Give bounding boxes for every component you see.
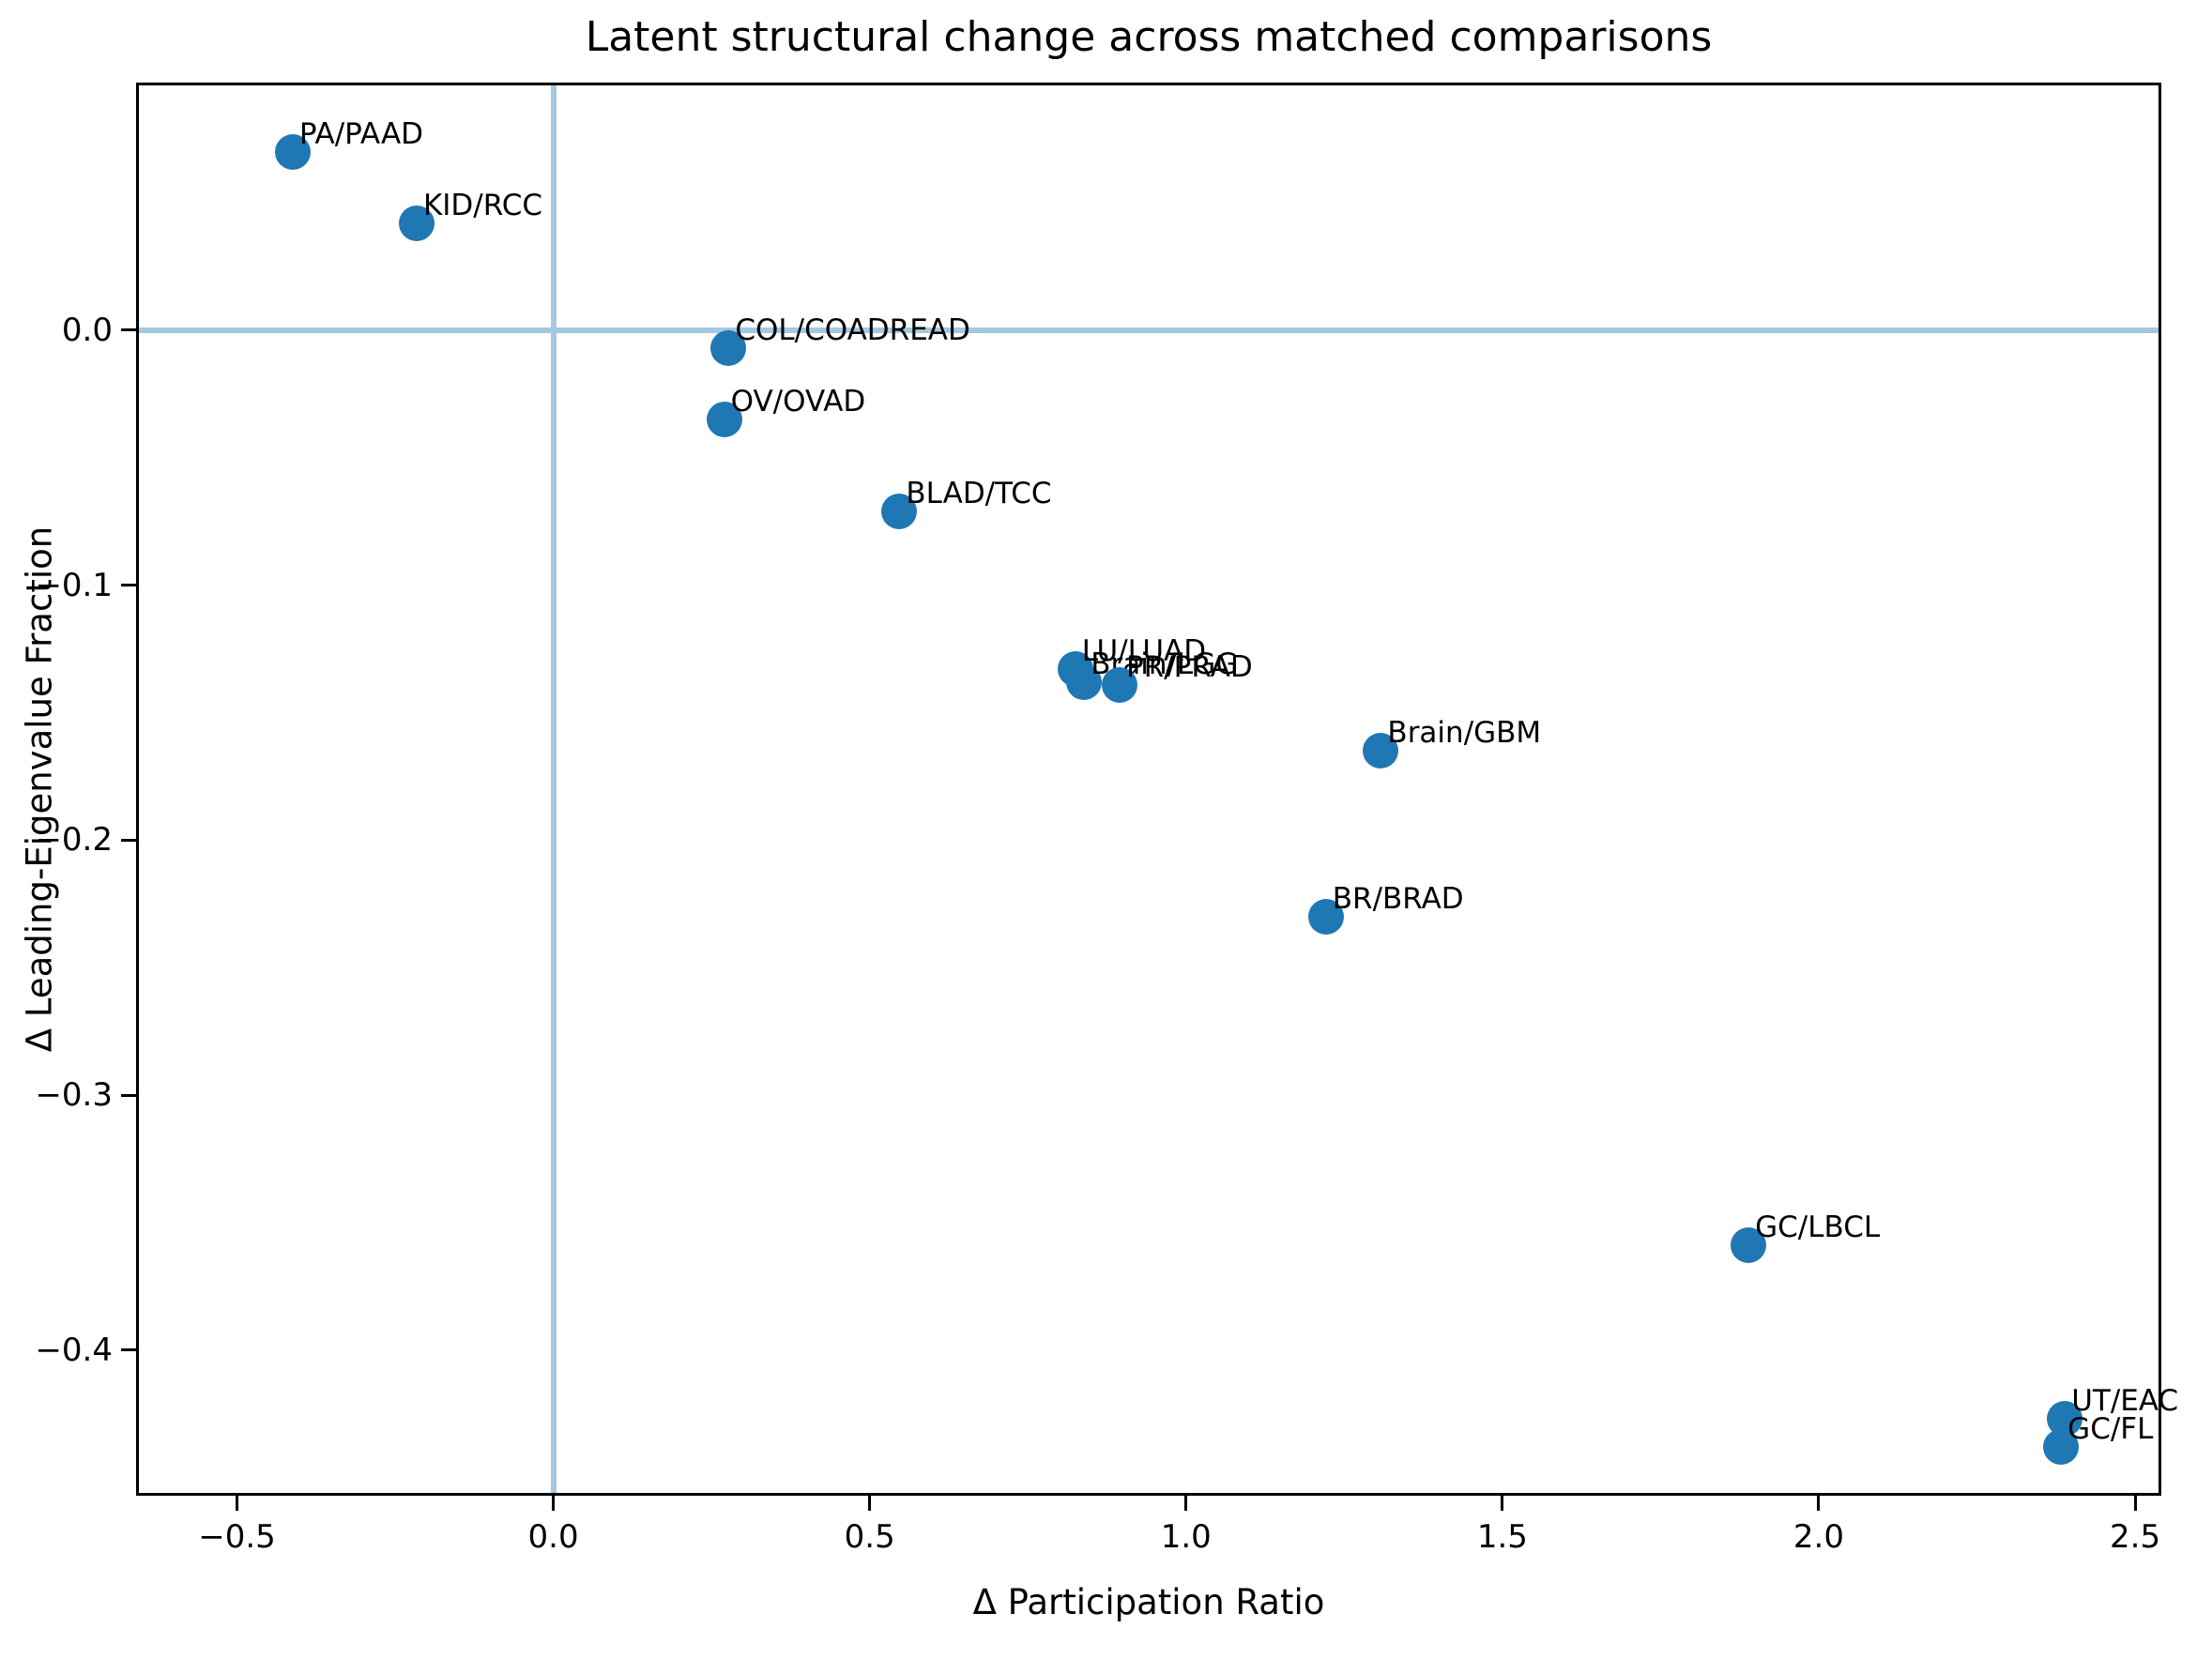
- data-point: [881, 493, 918, 529]
- y-tick-label: −0.1: [35, 566, 113, 604]
- x-tick-mark: [235, 1496, 238, 1511]
- x-tick-label: 1.0: [1160, 1518, 1212, 1556]
- data-point: [1066, 663, 1103, 700]
- y-tick-mark: [121, 328, 136, 332]
- chart-title: Latent structural change across matched …: [585, 13, 1713, 61]
- y-tick-mark: [121, 584, 136, 587]
- data-point-label: Brain/GBM: [1387, 716, 1542, 751]
- x-tick-label: 0.5: [844, 1518, 895, 1556]
- x-axis-label: Δ Participation Ratio: [972, 1582, 1325, 1622]
- y-tick-label: −0.4: [35, 1331, 113, 1369]
- x-tick-label: 1.5: [1476, 1518, 1528, 1556]
- x-tick-label: −0.5: [198, 1518, 276, 1556]
- data-point: [710, 329, 747, 366]
- x-tick-label: 0.0: [527, 1518, 579, 1556]
- data-point: [1731, 1227, 1767, 1264]
- data-point-label: UT/EAC: [2071, 1384, 2179, 1419]
- x-tick-mark: [2133, 1496, 2137, 1511]
- data-point-label: LU/LUAD: [1081, 634, 1207, 669]
- x-tick-mark: [552, 1496, 556, 1511]
- y-axis-label: Δ Leading-Eigenvalue Fraction: [19, 525, 60, 1053]
- data-point-label: OV/OVAD: [730, 384, 866, 419]
- data-point-label: BLAD/TCC: [906, 476, 1052, 510]
- data-point: [706, 401, 742, 437]
- data-point-label: GC/LBCL: [1755, 1210, 1881, 1245]
- data-point: [1363, 733, 1399, 769]
- data-point-label: GC/FL: [2067, 1412, 2154, 1447]
- data-point-label: BR/BRAD: [1332, 881, 1464, 916]
- data-point-label: COL/COADREAD: [735, 312, 970, 347]
- x-tick-mark: [1184, 1496, 1188, 1511]
- zero-horizontal-reference-line: [139, 327, 2159, 333]
- y-tick-mark: [121, 1093, 136, 1097]
- x-tick-mark: [1817, 1496, 1821, 1511]
- data-point-label: PR/PRAD: [1125, 649, 1253, 684]
- data-point: [2043, 1429, 2080, 1466]
- y-tick-mark: [121, 838, 136, 842]
- x-tick-label: 2.5: [2110, 1518, 2161, 1556]
- zero-vertical-reference-line: [550, 85, 557, 1493]
- data-point-label: KID/RCC: [422, 188, 543, 222]
- data-point: [398, 205, 435, 241]
- data-point: [274, 133, 311, 170]
- data-point-label: PA/PAAD: [298, 116, 424, 151]
- x-tick-label: 2.0: [1792, 1518, 1844, 1556]
- y-tick-label: −0.3: [35, 1076, 113, 1115]
- y-tick-label: 0.0: [61, 311, 113, 349]
- y-tick-mark: [121, 1348, 136, 1352]
- data-point: [1307, 898, 1344, 935]
- x-tick-mark: [1501, 1496, 1504, 1511]
- data-point: [1101, 666, 1137, 703]
- y-tick-label: −0.2: [35, 821, 113, 860]
- x-tick-mark: [868, 1496, 872, 1511]
- plot-area: PA/PAAD KID/RCC COL/COADREAD OV/OVAD BLAD/TC…: [136, 83, 2178, 1496]
